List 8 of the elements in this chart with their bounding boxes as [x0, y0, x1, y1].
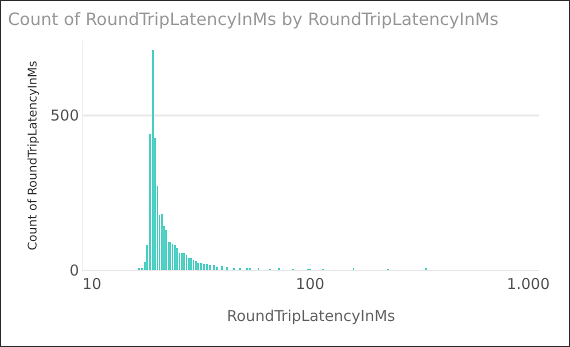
y-tick-label: 500	[50, 106, 79, 125]
chart-title: Count of RoundTripLatencyInMs by RoundTripLatencyInMs	[8, 10, 499, 30]
x-tick-label: 100	[296, 275, 324, 293]
y-tick-label: 0	[69, 261, 79, 280]
x-tick-label: 10	[82, 275, 102, 293]
x-axis-title: RoundTripLatencyInMs	[226, 307, 396, 325]
y-axis-title: Count of RoundTripLatencyInMs	[26, 60, 40, 250]
x-tick-label: 1.000	[506, 275, 550, 293]
